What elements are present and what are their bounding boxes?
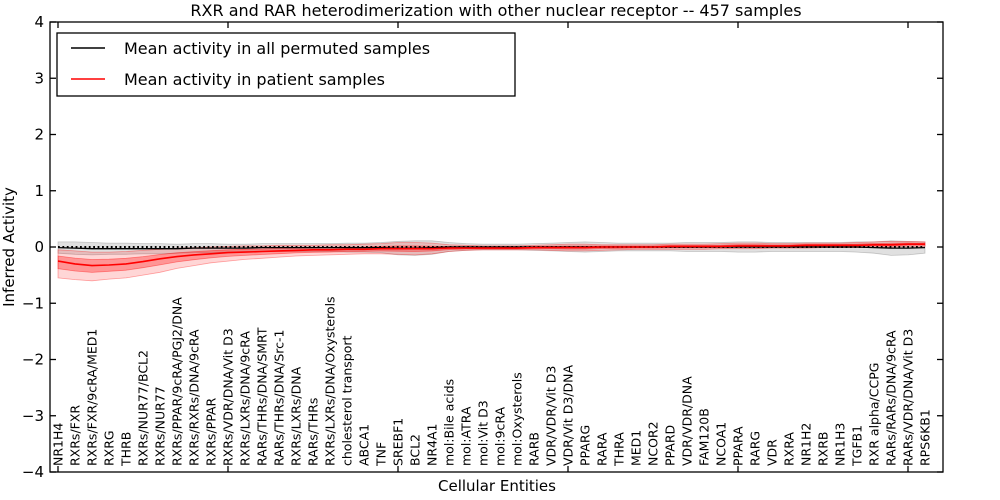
x-tick-label: mol:ATRA xyxy=(459,406,474,466)
x-tick-label: RXRs/LXRs/DNA xyxy=(289,366,304,466)
x-tick-label: mol:Oxysterols xyxy=(510,372,525,466)
x-tick-label: THRA xyxy=(612,432,627,467)
x-tick-label: RARB xyxy=(527,432,542,466)
x-tick-label: RXRA xyxy=(782,432,797,466)
x-tick-label: THRB xyxy=(119,432,134,467)
y-tick-label: −3 xyxy=(22,407,44,425)
x-tick-label: NCOA1 xyxy=(714,422,729,466)
y-tick-label: −4 xyxy=(22,463,44,481)
legend: Mean activity in all permuted samples Me… xyxy=(56,32,516,97)
x-tick-label: FAM120B xyxy=(697,408,712,466)
x-tick-label: RARA xyxy=(595,432,610,466)
x-tick-label: cholesterol transport xyxy=(340,335,355,466)
x-tick-label: mol:9cRA xyxy=(493,406,508,466)
x-tick-label: NR1H2 xyxy=(799,423,814,466)
patient-mean-line xyxy=(57,243,925,267)
y-tick-label: 0 xyxy=(34,238,44,256)
x-tick-label: RXRs/PPAR xyxy=(204,398,219,466)
x-tick-label: RARs/RARs/DNA/9cRA xyxy=(884,330,899,466)
x-tick-label: NR1H4 xyxy=(51,423,66,466)
y-tick-label: −1 xyxy=(22,294,44,312)
x-tick-label: RXRB xyxy=(816,431,831,466)
x-tick-label: NCOR2 xyxy=(646,421,661,466)
y-tick-label: −2 xyxy=(22,351,44,369)
y-tick-label: 4 xyxy=(34,13,44,31)
x-tick-label: RARs/THRs xyxy=(306,398,321,466)
x-tick-label: VDR/VDR/Vit D3 xyxy=(544,366,559,466)
x-tick-label: NR1H3 xyxy=(833,423,848,466)
y-tick-label: 3 xyxy=(34,69,44,87)
x-tick-label: RARs/VDR/DNA/Vit D3 xyxy=(901,329,916,466)
x-tick-label: BCL2 xyxy=(408,434,423,466)
y-axis-title: Inferred Activity xyxy=(0,187,18,307)
axis-ticks xyxy=(50,21,943,473)
legend-label-permuted-samples: Mean activity in all permuted samples xyxy=(124,39,430,58)
x-axis-title: Cellular Entities xyxy=(438,477,556,495)
x-tick-label: RXRs/LXRs/DNA/9cRA xyxy=(238,331,253,466)
x-tick-label: TGFB1 xyxy=(850,425,865,467)
legend-box xyxy=(56,32,516,97)
x-tick-label: RXRs/VDR/DNA/Vit D3 xyxy=(221,328,236,466)
x-tick-label: RARs/THRs/DNA/Src-1 xyxy=(272,330,287,466)
x-tick-label: RARs/THRs/DNA/SMRT xyxy=(255,327,270,466)
y-tick-label: 2 xyxy=(34,126,44,144)
x-tick-label: RXR alpha/CCPG xyxy=(867,363,882,466)
permuted-mean-line xyxy=(57,246,926,250)
y-tick-label: 1 xyxy=(34,182,44,200)
x-tick-label: RARG xyxy=(748,431,763,466)
x-tick-label: PPARG xyxy=(578,425,593,466)
x-tick-label: VDR/VDR/DNA xyxy=(680,376,695,466)
x-tick-labels: NR1H4 RXRs/FXR RXRs/FXR/9cRA/MED1 RXRG THRB R… xyxy=(51,296,933,467)
series-layer xyxy=(57,240,926,282)
x-tick-label: RXRs/FXR/9cRA/MED1 xyxy=(85,329,100,466)
x-tick-label: RXRs/LXRs/DNA/Oxysterols xyxy=(323,296,338,466)
x-tick-label: RPS6KB1 xyxy=(918,409,933,466)
x-tick-label: MED1 xyxy=(629,430,644,466)
x-tick-label: RXRG xyxy=(102,430,117,466)
x-tick-label: RXRs/NUR77/BCL2 xyxy=(136,350,151,466)
x-tick-label: TNF xyxy=(374,442,389,467)
x-tick-label: mol:Bile acids xyxy=(442,379,457,466)
x-tick-label: VDR xyxy=(765,439,780,466)
chart-title: RXR and RAR heterodimerization with othe… xyxy=(190,1,801,20)
legend-label-patient-samples: Mean activity in patient samples xyxy=(124,70,385,89)
x-tick-label: mol:Vit D3 xyxy=(476,400,491,466)
y-tick-labels: 4 3 2 1 0 −1 −2 −3 −4 xyxy=(22,13,44,481)
x-tick-label: PPARA xyxy=(731,426,746,466)
x-tick-label: NR4A1 xyxy=(425,424,440,467)
x-tick-label: RXRs/FXR xyxy=(68,405,83,466)
x-tick-label: ABCA1 xyxy=(357,424,372,466)
x-tick-label: RXRs/NUR77 xyxy=(153,386,168,466)
x-tick-label: VDR/Vit D3/DNA xyxy=(561,365,576,466)
x-tick-label: RXRs/PPAR/9cRA/PGJ2/DNA xyxy=(170,297,185,466)
x-tick-label: SREBF1 xyxy=(391,418,406,466)
x-tick-label: RXRs/RXRs/DNA/9cRA xyxy=(187,329,202,466)
x-tick-label: PPARD xyxy=(663,425,678,466)
